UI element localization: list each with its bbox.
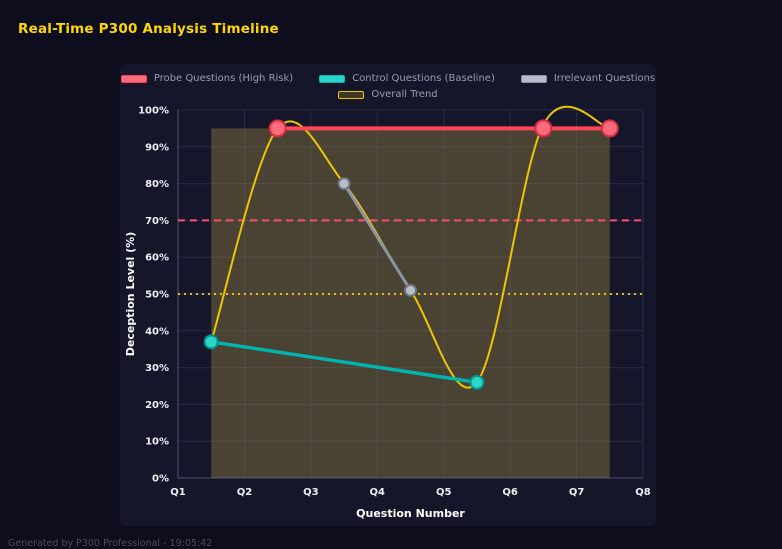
- legend-label: Probe Questions (High Risk): [153, 73, 294, 84]
- x-tick-label: Q1: [170, 487, 186, 498]
- x-tick-label: Q2: [237, 487, 253, 498]
- legend-row: Probe Questions (High Risk) Control Quest…: [120, 73, 656, 84]
- legend-label: Irrelevant Questions: [553, 73, 656, 84]
- legend-item-overall-trend[interactable]: Overall Trend: [338, 89, 438, 100]
- y-axis-title: Deception Level (%): [124, 232, 137, 356]
- legend-item-irrelevant-questions[interactable]: Irrelevant Questions: [520, 73, 656, 84]
- page-title: Real-Time P300 Analysis Timeline: [18, 21, 279, 37]
- y-tick-label: 0%: [152, 474, 169, 485]
- footer-note: Generated by P300 Professional - 19:05:4…: [8, 538, 213, 549]
- legend-label: Control Questions (Baseline): [352, 73, 495, 84]
- legend-item-probe-questions-high-risk[interactable]: Probe Questions (High Risk): [120, 73, 294, 84]
- legend-swatch-icon: [120, 74, 147, 83]
- y-tick-label: 70%: [145, 216, 169, 227]
- series-line-control-questions-baseline: [209, 340, 479, 385]
- data-point-control-questions-baseline: [469, 374, 485, 390]
- legend-swatch-icon: [338, 90, 365, 99]
- chart-panel: Probe Questions (High Risk) Control Quest…: [120, 64, 656, 526]
- legend-swatch-icon: [319, 74, 346, 83]
- data-point-control-questions-baseline: [203, 334, 219, 350]
- data-point-probe-questions-high-risk: [268, 119, 287, 138]
- y-tick-label: 20%: [145, 400, 169, 411]
- y-tick-label: 90%: [145, 142, 169, 153]
- x-tick-label: Q4: [370, 487, 386, 498]
- analysis-window-band: [211, 128, 610, 478]
- x-tick-label: Q3: [303, 487, 319, 498]
- y-tick-label: 40%: [145, 326, 169, 337]
- y-tick-label: 100%: [138, 106, 169, 117]
- grid-lines: [177, 109, 644, 479]
- y-tick-label: 80%: [145, 179, 169, 190]
- x-tick-label: Q8: [635, 487, 651, 498]
- chart-legend: Probe Questions (High Risk) Control Quest…: [120, 73, 656, 100]
- legend-row: Overall Trend: [338, 89, 438, 100]
- legend-item-control-questions-baseline[interactable]: Control Questions (Baseline): [319, 73, 495, 84]
- axis-tick-labels: Q1 Q2 Q3 Q4 Q5 Q6 Q7 Q8 0% 10% 20% 30% 40% 50% 60% 70% 8…: [138, 106, 651, 499]
- data-point-probe-questions-high-risk: [534, 119, 553, 138]
- y-tick-label: 50%: [145, 290, 169, 301]
- y-tick-label: 30%: [145, 363, 169, 374]
- data-point-probe-questions-high-risk: [600, 119, 619, 138]
- data-point-irrelevant-questions: [337, 177, 351, 191]
- y-tick-label: 60%: [145, 253, 169, 264]
- x-tick-label: Q7: [569, 487, 585, 498]
- series-line-irrelevant-questions: [342, 182, 412, 292]
- data-point-irrelevant-questions: [404, 283, 417, 297]
- x-tick-label: Q6: [502, 487, 518, 498]
- legend-label: Overall Trend: [371, 89, 438, 100]
- p300-timeline-chart: Q1 Q2 Q3 Q4 Q5 Q6 Q7 Q8 0% 10% 20% 30% 40% 50% 60% 70% 8…: [124, 106, 651, 521]
- legend-swatch-icon: [520, 74, 547, 83]
- x-tick-label: Q5: [436, 487, 452, 498]
- y-tick-label: 10%: [145, 437, 169, 448]
- x-axis-title: Question Number: [356, 507, 465, 520]
